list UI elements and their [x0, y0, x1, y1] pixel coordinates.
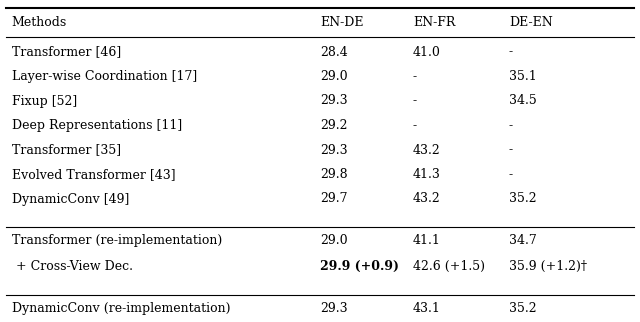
Text: -: - [413, 94, 417, 108]
Text: 43.2: 43.2 [413, 193, 440, 205]
Text: 29.8: 29.8 [320, 168, 348, 181]
Text: 29.9 (+0.9): 29.9 (+0.9) [320, 260, 399, 273]
Text: DynamicConv (re-implementation): DynamicConv (re-implementation) [12, 302, 230, 315]
Text: 42.6 (+1.5): 42.6 (+1.5) [413, 260, 485, 273]
Text: -: - [509, 119, 513, 132]
Text: 34.7: 34.7 [509, 234, 536, 247]
Text: Evolved Transformer [43]: Evolved Transformer [43] [12, 168, 175, 181]
Text: Methods: Methods [12, 15, 67, 29]
Text: Fixup [52]: Fixup [52] [12, 94, 77, 108]
Text: Transformer (re-implementation): Transformer (re-implementation) [12, 234, 222, 247]
Text: 43.2: 43.2 [413, 144, 440, 156]
Text: 29.7: 29.7 [320, 193, 348, 205]
Text: 29.2: 29.2 [320, 119, 348, 132]
Text: 35.1: 35.1 [509, 70, 536, 83]
Text: 43.1: 43.1 [413, 302, 441, 315]
Text: DynamicConv [49]: DynamicConv [49] [12, 193, 129, 205]
Text: 35.9 (+1.2)†: 35.9 (+1.2)† [509, 260, 587, 273]
Text: 29.3: 29.3 [320, 302, 348, 315]
Text: DE-EN: DE-EN [509, 15, 552, 29]
Text: -: - [509, 168, 513, 181]
Text: 29.3: 29.3 [320, 144, 348, 156]
Text: 41.1: 41.1 [413, 234, 441, 247]
Text: 35.2: 35.2 [509, 302, 536, 315]
Text: Transformer [35]: Transformer [35] [12, 144, 121, 156]
Text: -: - [509, 45, 513, 59]
Text: -: - [413, 70, 417, 83]
Text: 29.0: 29.0 [320, 70, 348, 83]
Text: -: - [413, 119, 417, 132]
Text: EN-FR: EN-FR [413, 15, 455, 29]
Text: 29.3: 29.3 [320, 94, 348, 108]
Text: Deep Representations [11]: Deep Representations [11] [12, 119, 182, 132]
Text: Layer-wise Coordination [17]: Layer-wise Coordination [17] [12, 70, 196, 83]
Text: 35.2: 35.2 [509, 193, 536, 205]
Text: 41.3: 41.3 [413, 168, 441, 181]
Text: 28.4: 28.4 [320, 45, 348, 59]
Text: 34.5: 34.5 [509, 94, 536, 108]
Text: 41.0: 41.0 [413, 45, 441, 59]
Text: EN-DE: EN-DE [320, 15, 364, 29]
Text: + Cross-View Dec.: + Cross-View Dec. [12, 260, 132, 273]
Text: 29.0: 29.0 [320, 234, 348, 247]
Text: -: - [509, 144, 513, 156]
Text: Transformer [46]: Transformer [46] [12, 45, 121, 59]
